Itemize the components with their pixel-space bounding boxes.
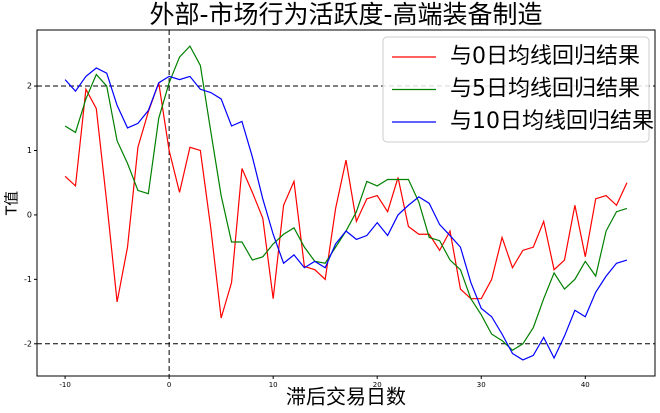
x-tick-label: -10 bbox=[59, 381, 70, 389]
legend-box bbox=[382, 36, 650, 143]
chart-title: 外部-市场行为活跃度-高端装备制造 bbox=[149, 0, 542, 29]
x-tick-label: 0 bbox=[167, 381, 171, 389]
x-tick-label: 20 bbox=[373, 381, 382, 389]
legend-label: 与5日均线回归结果 bbox=[450, 77, 640, 102]
x-tick-label: 10 bbox=[269, 381, 278, 389]
x-tick-label: 30 bbox=[477, 381, 486, 389]
plot-frame bbox=[36, 29, 656, 377]
data-line bbox=[64, 67, 628, 361]
x-tick-label: 40 bbox=[581, 381, 590, 389]
legend-label: 与10日均线回归结果 bbox=[450, 109, 654, 134]
y-tick-label: -2 bbox=[24, 339, 32, 348]
y-tick-label: -1 bbox=[24, 275, 32, 284]
y-tick-label: 2 bbox=[27, 82, 32, 91]
x-axis-label: 滞后交易日数 bbox=[286, 385, 406, 409]
y-tick-label: 0 bbox=[27, 210, 32, 219]
y-tick-label: 1 bbox=[27, 146, 32, 155]
y-axis-label: T值 bbox=[3, 191, 21, 216]
legend-label: 与0日均线回归结果 bbox=[450, 44, 640, 69]
